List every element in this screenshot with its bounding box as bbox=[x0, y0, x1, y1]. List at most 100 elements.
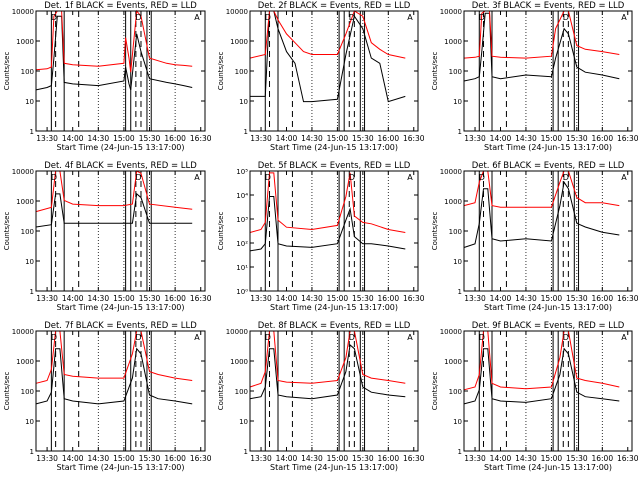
y-tick-label: 100 bbox=[21, 388, 34, 396]
region-annotation: D bbox=[349, 173, 355, 182]
y-tick-label: 10 bbox=[453, 98, 462, 106]
plot-frame bbox=[463, 10, 633, 132]
x-tick-label: 15:00 bbox=[113, 294, 135, 303]
series-line-lld bbox=[249, 10, 406, 59]
y-tick-label: 1000 bbox=[230, 358, 248, 366]
y-axis-label: Counts/sec bbox=[3, 52, 11, 91]
x-tick-label: 15:30 bbox=[139, 454, 161, 463]
y-tick-label: 1000 bbox=[444, 358, 462, 366]
x-tick-label: 16:30 bbox=[617, 294, 639, 303]
x-tick-label: 16:00 bbox=[164, 454, 186, 463]
chart-panel-7: Det. 7f BLACK = Events, RED = LLD Counts/… bbox=[3, 321, 212, 472]
y-tick-label: 1000 bbox=[444, 198, 462, 206]
x-tick-label: 16:00 bbox=[164, 134, 186, 143]
y-tick-label: 1 bbox=[30, 288, 34, 296]
region-annotation: D bbox=[349, 13, 355, 22]
y-tick-label: 10000 bbox=[12, 328, 34, 336]
region-annotation: D bbox=[563, 13, 569, 22]
y-tick-label: 1000 bbox=[16, 358, 34, 366]
y-tick-label: 100 bbox=[449, 228, 462, 236]
y-tick-label: 10² bbox=[236, 240, 248, 248]
series-line-lld bbox=[35, 9, 193, 73]
chart-title: Det. 1f BLACK = Events, RED = LLD bbox=[44, 1, 197, 11]
x-tick-label: 13:30 bbox=[36, 454, 58, 463]
region-annotation: A bbox=[194, 173, 200, 182]
y-tick-label: 100 bbox=[449, 388, 462, 396]
x-tick-label: 15:00 bbox=[327, 294, 349, 303]
series-line-events bbox=[35, 347, 193, 405]
x-tick-label: 14:00 bbox=[276, 134, 298, 143]
region-annotation: D bbox=[51, 173, 57, 182]
x-tick-label: 14:00 bbox=[490, 294, 512, 303]
plot-frame bbox=[249, 10, 419, 132]
x-tick-label: 14:00 bbox=[276, 454, 298, 463]
region-annotation: A bbox=[621, 173, 627, 182]
y-tick-label: 10 bbox=[25, 418, 34, 426]
chart-title: Det. 4f BLACK = Events, RED = LLD bbox=[44, 161, 197, 171]
x-tick-label: 16:30 bbox=[617, 134, 639, 143]
y-tick-label: 10¹ bbox=[236, 264, 248, 272]
x-tick-label: 16:30 bbox=[190, 454, 212, 463]
y-tick-label: 10 bbox=[25, 258, 34, 266]
y-tick-label: 1000 bbox=[16, 198, 34, 206]
series-line-events bbox=[463, 12, 620, 82]
y-tick-label: 1000 bbox=[444, 38, 462, 46]
x-tick-label: 16:00 bbox=[377, 134, 399, 143]
x-tick-label: 14:30 bbox=[87, 294, 109, 303]
y-tick-label: 10³ bbox=[236, 216, 248, 224]
chart-title: Det. 7f BLACK = Events, RED = LLD bbox=[44, 321, 197, 331]
y-axis-label: Counts/sec bbox=[217, 372, 225, 411]
region-annotation: D bbox=[563, 333, 569, 342]
x-tick-label: 13:30 bbox=[250, 294, 272, 303]
chart-panel-6: Det. 6f BLACK = Events, RED = LLD Counts/… bbox=[431, 161, 639, 312]
x-axis-label: Start Time (24-Jun-15 13:17:00) bbox=[270, 303, 398, 312]
x-axis-label: Start Time (24-Jun-15 13:17:00) bbox=[484, 143, 612, 152]
x-tick-label: 14:00 bbox=[276, 294, 298, 303]
x-tick-label: 16:30 bbox=[403, 134, 425, 143]
series-line-events bbox=[35, 192, 193, 228]
x-tick-label: 13:30 bbox=[464, 134, 486, 143]
y-tick-label: 1 bbox=[458, 448, 462, 456]
region-annotation: D bbox=[51, 333, 57, 342]
y-tick-label: 10 bbox=[453, 418, 462, 426]
series-line-events bbox=[35, 15, 193, 91]
series-line-events bbox=[250, 10, 406, 103]
x-tick-label: 16:00 bbox=[377, 454, 399, 463]
x-tick-label: 15:00 bbox=[113, 454, 135, 463]
x-tick-label: 14:00 bbox=[62, 294, 84, 303]
x-tick-label: 16:30 bbox=[190, 134, 212, 143]
region-annotation: D bbox=[349, 333, 355, 342]
y-tick-label: 10 bbox=[453, 258, 462, 266]
x-tick-label: 16:00 bbox=[164, 294, 186, 303]
y-tick-label: 1000 bbox=[230, 38, 248, 46]
series-line-lld bbox=[463, 10, 620, 59]
y-axis-label: Counts/sec bbox=[431, 212, 439, 251]
y-tick-label: 1 bbox=[30, 448, 34, 456]
region-annotation: D bbox=[135, 333, 141, 342]
y-tick-label: 10000 bbox=[440, 8, 462, 16]
x-axis-label: Start Time (24-Jun-15 13:17:00) bbox=[270, 143, 398, 152]
y-tick-label: 100 bbox=[449, 68, 462, 76]
y-tick-label: 10000 bbox=[440, 168, 462, 176]
x-tick-label: 13:30 bbox=[250, 454, 272, 463]
y-axis-label: Counts/sec bbox=[431, 52, 439, 91]
x-tick-label: 14:00 bbox=[62, 134, 84, 143]
plot-frame bbox=[249, 170, 419, 292]
region-annotation: D bbox=[479, 333, 485, 342]
x-tick-label: 14:30 bbox=[515, 134, 537, 143]
x-tick-label: 16:00 bbox=[591, 294, 613, 303]
y-tick-label: 10000 bbox=[12, 168, 34, 176]
x-axis-label: Start Time (24-Jun-15 13:17:00) bbox=[484, 463, 612, 472]
region-annotation: D bbox=[135, 13, 141, 22]
y-tick-label: 10000 bbox=[12, 8, 34, 16]
plot-frame bbox=[35, 170, 206, 292]
y-tick-label: 10⁴ bbox=[236, 192, 248, 200]
region-annotation: D bbox=[563, 173, 569, 182]
x-tick-label: 14:30 bbox=[301, 454, 323, 463]
chart-panel-2: Det. 2f BLACK = Events, RED = LLD Counts/… bbox=[217, 1, 425, 152]
region-annotation: A bbox=[194, 333, 200, 342]
chart-title: Det. 2f BLACK = Events, RED = LLD bbox=[258, 1, 411, 11]
x-tick-label: 15:00 bbox=[327, 134, 349, 143]
y-tick-label: 1000 bbox=[16, 38, 34, 46]
x-tick-label: 16:30 bbox=[403, 454, 425, 463]
